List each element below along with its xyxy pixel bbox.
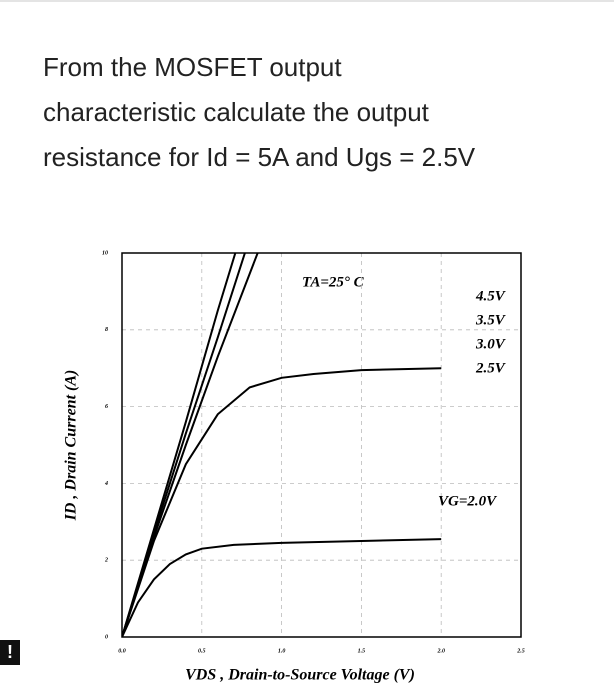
- x-tick-label: 1.0: [278, 648, 286, 654]
- x-tick-label: 2.5: [516, 648, 525, 654]
- curve: [122, 253, 259, 637]
- y-tick-label: 2: [104, 558, 108, 564]
- question-line: From the MOSFET output: [43, 52, 342, 82]
- y-tick-label: 10: [102, 250, 108, 256]
- y-axis-label: ID , Drain Current (A): [63, 370, 80, 522]
- y-tick-label: 4: [104, 481, 108, 487]
- plot-frame: [121, 252, 522, 638]
- x-tick-label: 2.0: [436, 648, 445, 654]
- curve: [122, 538, 442, 637]
- y-tick-label: 6: [105, 404, 108, 410]
- question-line: resistance for Id = 5A and Ugs = 2.5V: [43, 142, 476, 172]
- curve: [122, 367, 442, 637]
- x-tick-label: 1.5: [358, 648, 366, 654]
- x-tick-label: 0.5: [198, 648, 206, 654]
- alert-icon: !: [0, 640, 20, 665]
- y-tick-label: 0: [105, 634, 108, 640]
- x-axis-label: VDS , Drain-to-Source Voltage (V): [185, 667, 415, 684]
- y-tick-label: 8: [105, 327, 108, 333]
- legend-label: 2.5V: [475, 360, 507, 376]
- legend-label: 4.5V: [475, 288, 507, 304]
- question-line: characteristic calculate the output: [43, 97, 429, 127]
- top-border: [0, 0, 614, 2]
- legend-label: VG=2.0V: [438, 493, 498, 509]
- legend-label: 3.0V: [475, 336, 507, 352]
- annotation: TA=25° C: [302, 274, 365, 290]
- legend-label: 3.5V: [475, 312, 507, 328]
- x-tick-label: 0.0: [118, 648, 126, 654]
